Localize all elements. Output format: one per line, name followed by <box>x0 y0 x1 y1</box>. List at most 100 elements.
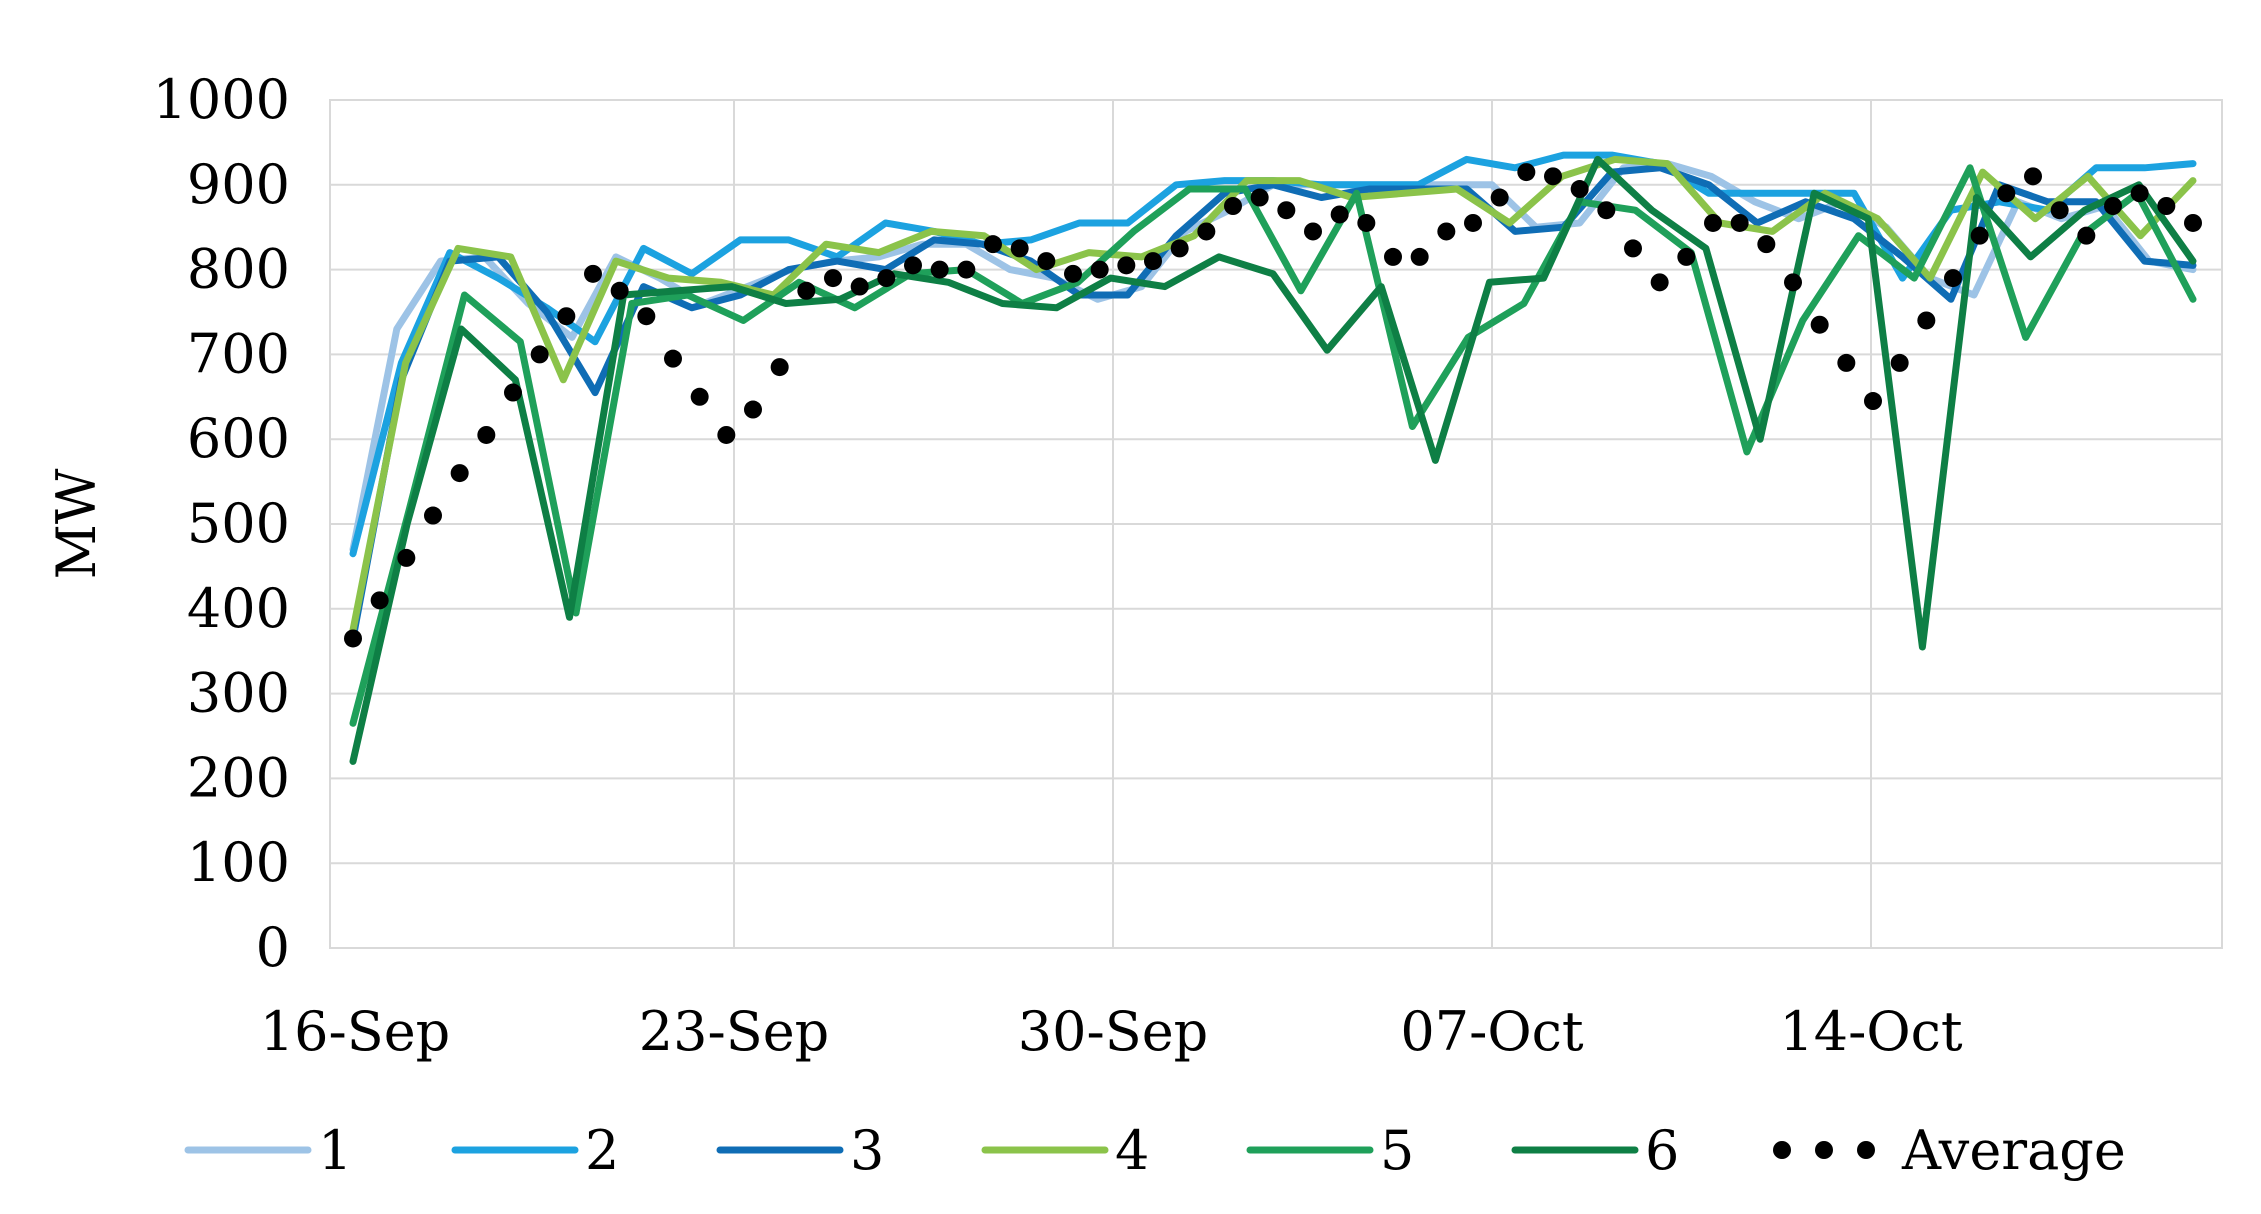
data-point <box>1784 273 1802 292</box>
y-tick-label: 400 <box>187 577 290 640</box>
data-point <box>824 269 842 288</box>
data-point <box>1730 213 1749 232</box>
data-point <box>984 235 1002 254</box>
y-tick-label: 200 <box>187 746 290 809</box>
legend-label: 1 <box>318 1119 352 1182</box>
data-point <box>690 387 709 406</box>
x-tick-label: 14-Oct <box>1779 1000 1962 1063</box>
data-point <box>1517 163 1536 182</box>
series-average <box>344 163 2202 648</box>
data-point <box>1144 252 1162 271</box>
x-tick-label: 07-Oct <box>1400 1000 1583 1063</box>
data-point <box>1037 252 1056 271</box>
data-point <box>1757 235 1776 254</box>
legend-item: 1 <box>184 1119 352 1182</box>
y-tick-label: 500 <box>187 492 290 555</box>
data-point <box>424 506 442 525</box>
data-point <box>664 349 682 368</box>
data-point <box>1490 188 1509 207</box>
x-tick-label: 23-Sep <box>639 1000 829 1063</box>
legend-marker <box>1773 1141 1791 1159</box>
data-point <box>1864 392 1882 411</box>
legend-item: 4 <box>981 1119 1149 1182</box>
data-point <box>1944 269 1962 288</box>
data-point <box>1704 213 1722 232</box>
series-1 <box>349 160 2197 553</box>
data-point <box>1197 222 1216 241</box>
legend: 1 2 3 4 5 6 Average <box>184 1119 2126 1182</box>
x-tick-label: 30-Sep <box>1018 1000 1208 1063</box>
data-point <box>797 281 816 300</box>
data-point <box>1464 213 1482 232</box>
series-layer <box>344 151 2202 765</box>
data-point <box>450 464 469 483</box>
legend-label: 3 <box>850 1119 884 1182</box>
data-point <box>2104 197 2122 215</box>
series-line <box>349 160 2197 553</box>
data-point <box>2024 167 2042 186</box>
y-axis-ticks: 0 100 200 300 400 500 600 700 800 900 1000 <box>153 68 290 979</box>
y-tick-label: 900 <box>187 153 290 216</box>
data-point <box>530 345 549 364</box>
series-5 <box>349 164 2197 727</box>
legend-item: Average <box>1773 1119 2126 1182</box>
y-tick-label: 1000 <box>153 68 290 131</box>
data-point <box>1304 222 1322 241</box>
legend-item: 3 <box>716 1119 884 1182</box>
legend-label: 4 <box>1115 1119 1149 1182</box>
data-point <box>504 383 522 402</box>
y-tick-label: 700 <box>187 322 290 385</box>
data-point <box>1117 256 1136 275</box>
data-point <box>1250 188 1269 207</box>
data-point <box>610 281 629 300</box>
data-point <box>904 256 922 275</box>
data-point <box>1010 239 1029 258</box>
data-point <box>1330 205 1349 224</box>
y-tick-label: 0 <box>256 916 290 979</box>
data-point <box>1544 167 1562 186</box>
y-tick-label: 600 <box>187 407 290 470</box>
data-point <box>1997 184 2016 203</box>
series-line <box>349 155 2197 765</box>
data-point <box>1597 201 1616 220</box>
data-point <box>770 358 789 377</box>
legend-label: 6 <box>1645 1119 1679 1182</box>
data-point <box>2077 226 2096 245</box>
data-point <box>1064 264 1082 283</box>
data-point <box>477 425 496 444</box>
series-4 <box>349 155 2197 634</box>
data-point <box>850 277 869 296</box>
data-point <box>1650 273 1669 292</box>
y-tick-label: 800 <box>187 238 290 301</box>
legend-item: 5 <box>1246 1119 1414 1182</box>
y-axis-label: MW <box>45 468 108 579</box>
data-point <box>397 548 416 567</box>
data-point <box>877 269 896 288</box>
data-point <box>370 591 389 610</box>
legend-item: 6 <box>1511 1119 1679 1182</box>
data-point <box>2050 201 2069 220</box>
data-point <box>1437 222 1456 241</box>
data-point <box>1224 197 1242 215</box>
series-line <box>349 155 2197 634</box>
data-point <box>1890 353 1909 372</box>
data-point <box>1970 226 1989 245</box>
data-point <box>1917 311 1936 330</box>
data-point <box>584 264 602 283</box>
data-point <box>2184 213 2202 232</box>
data-point <box>1090 260 1109 279</box>
data-point <box>1357 213 1376 232</box>
data-point <box>1810 315 1829 334</box>
data-point <box>1410 247 1429 266</box>
plot-area-border <box>329 99 2223 949</box>
data-point <box>1277 201 1296 220</box>
legend-label: 5 <box>1380 1119 1414 1182</box>
y-tick-label: 100 <box>187 831 290 894</box>
legend-label: Average <box>1901 1119 2126 1182</box>
legend-label: 2 <box>585 1119 619 1182</box>
data-point <box>1624 239 1642 258</box>
data-point <box>717 425 736 444</box>
x-tick-label: 16-Sep <box>260 1000 450 1063</box>
data-point <box>637 307 656 326</box>
